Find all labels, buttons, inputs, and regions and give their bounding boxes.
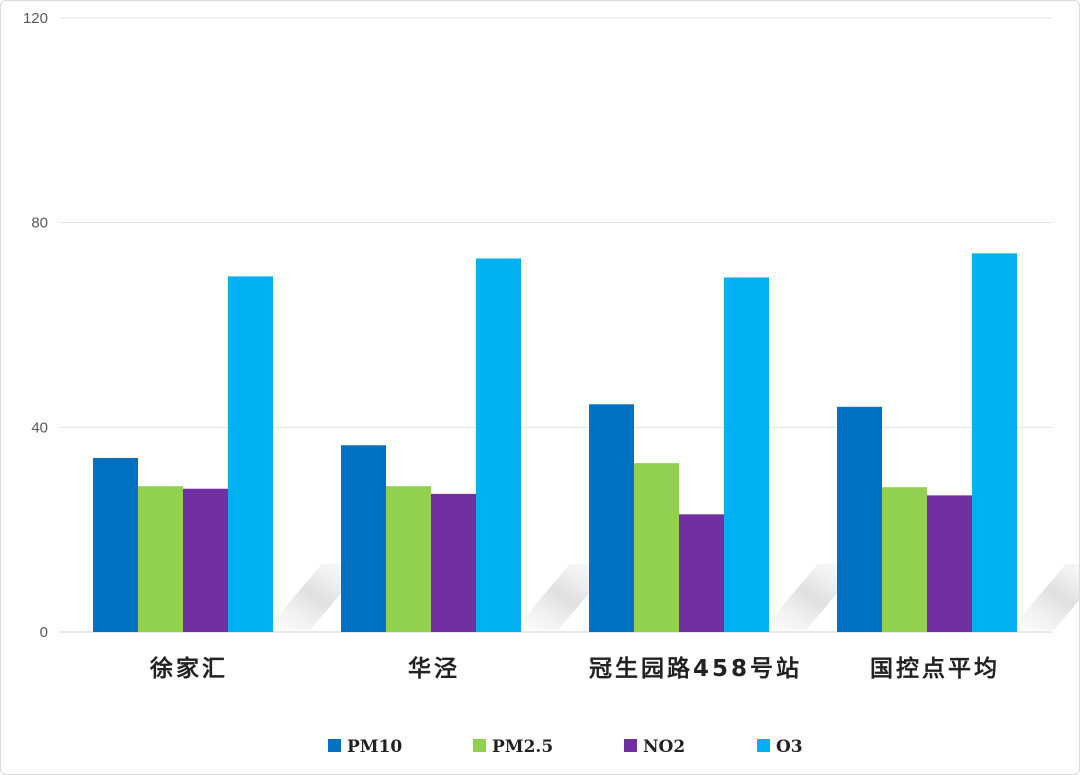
bar-pm25-4 [882,487,927,632]
bar-o3-4 [972,253,1017,632]
bar-no2-1 [183,488,228,632]
bar-pm10-1 [93,458,138,632]
bar-pm10-4 [837,406,882,632]
y-tick-label: 0 [40,624,48,641]
bars [93,253,1017,632]
bar-pm10-2 [341,445,386,632]
legend-label: PM2.5 [492,737,553,757]
x-axis-labels: 徐家汇 华泾 冠生园路458号站 国控点平均 [149,655,1000,682]
bar-o3-3 [724,277,769,632]
bar-no2-2 [431,493,476,632]
legend-label: PM10 [347,737,402,757]
bar-o3-2 [476,258,521,632]
bar-pm25-2 [386,486,431,632]
legend-swatch [624,739,637,752]
x-category-label: 冠生园路458号站 [589,655,802,682]
x-category-label: 徐家汇 [149,655,228,682]
legend-swatch [473,739,486,752]
legend-label: NO2 [643,737,685,757]
legend-swatch [757,739,770,752]
x-category-label: 华泾 [408,655,460,682]
bar-no2-4 [927,495,972,632]
bar-pm10-3 [589,404,634,632]
x-category-label: 国控点平均 [870,655,1000,682]
legend-swatch [328,739,341,752]
y-tick-label: 40 [31,419,48,436]
bar-no2-3 [679,514,724,632]
y-axis-ticks: 0 40 80 120 [23,10,48,641]
bar-o3-1 [228,276,273,632]
y-tick-label: 80 [31,215,48,232]
legend-label: O3 [776,737,803,757]
legend: PM10 PM2.5 NO2 O3 [328,737,803,757]
y-tick-label: 120 [23,10,48,27]
bar-pm25-3 [634,463,679,632]
reflection-shape [1010,564,1080,630]
bar-pm25-1 [138,486,183,632]
